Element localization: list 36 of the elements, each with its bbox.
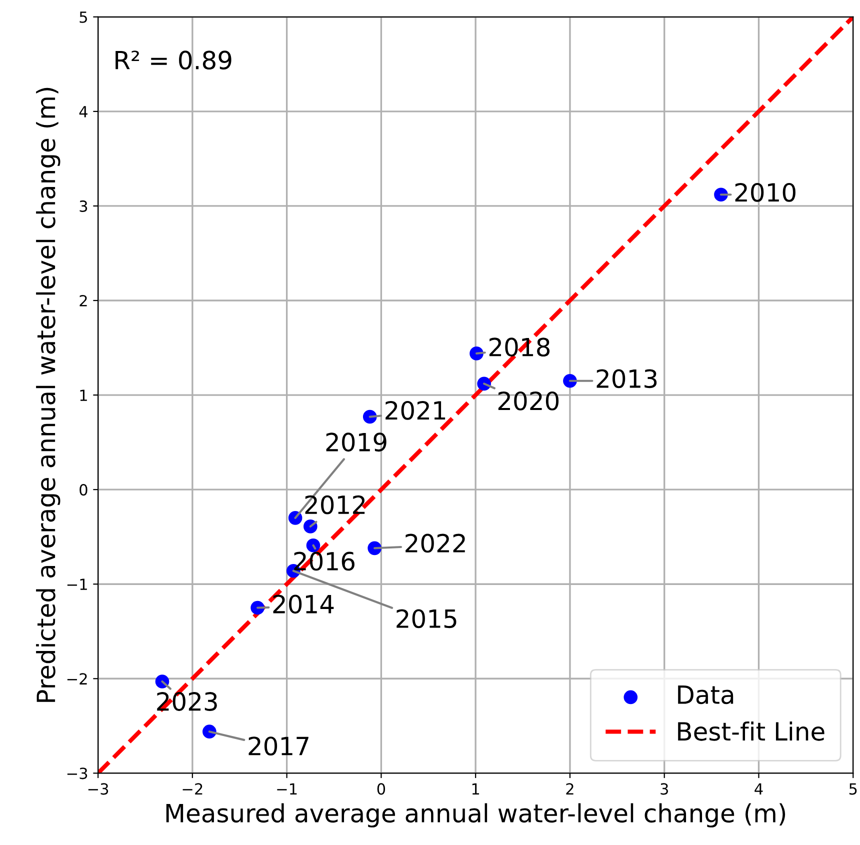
y-axis-title: Predicted average annual water-level change (m) [36, 88, 60, 702]
y-tick-label: 5 [80, 12, 87, 23]
x-tick-label: 0 [377, 783, 386, 795]
annotation: 2015 [396, 609, 456, 628]
annotation: 2023 [157, 692, 217, 711]
y-tick-label: −3 [67, 768, 88, 780]
y-tick-label: 4 [79, 106, 88, 118]
annotation: 2016 [294, 552, 354, 571]
y-tick-label: 0 [80, 484, 88, 496]
annotation: 2021 [386, 400, 446, 420]
y-tick-label: 1 [80, 390, 87, 401]
x-tick-label: 5 [849, 783, 857, 795]
legend-label: Best-fit Line [678, 721, 824, 741]
y-tick-label: 2 [80, 294, 87, 306]
x-axis-title: Measured average annual water-level change (m) [166, 803, 786, 828]
x-tick-label: −3 [88, 783, 108, 795]
annotation: 2013 [596, 369, 657, 388]
point [306, 538, 320, 552]
y-tick-label: −1 [67, 578, 87, 590]
x-tick-label: −1 [277, 783, 297, 795]
x-tick-label: 2 [566, 783, 574, 795]
x-tick-label: −2 [182, 783, 202, 795]
annotation: R² = 0.89 [116, 50, 232, 70]
x-tick-label: 1 [472, 783, 480, 795]
x-tick-label: 4 [754, 783, 763, 795]
annotation: 2019 [326, 432, 386, 452]
annotation: 2012 [305, 495, 365, 514]
annotation: 2020 [498, 391, 559, 410]
annotation: 2022 [406, 534, 465, 553]
legend-label: Data [678, 686, 734, 704]
annotation: 2010 [735, 182, 796, 202]
annotation: 2014 [273, 594, 334, 614]
x-tick-label: 3 [660, 783, 668, 795]
y-tick-label: −2 [67, 673, 87, 684]
y-tick-label: 3 [80, 200, 88, 212]
annotation: 2017 [248, 736, 308, 756]
